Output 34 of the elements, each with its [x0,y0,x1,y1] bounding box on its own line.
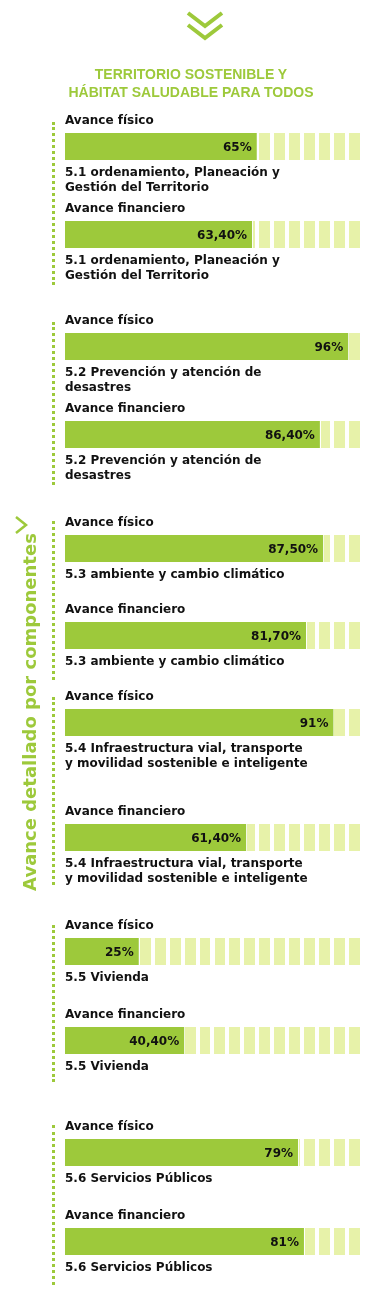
y-axis-title: Avance detallado por componentes [18,533,40,891]
text: Avance financiero [65,602,186,616]
y-tick-label: 5.3 ambiente y cambio climático [65,566,285,581]
data-label: 81,70% [251,628,302,643]
data-label: 79% [264,1145,294,1160]
data-label: 40,40% [129,1033,180,1048]
series-label: Avance físico [65,113,154,127]
text: Avance físico [65,515,154,529]
bar [65,221,253,248]
data-label: 87,50% [268,541,319,556]
y-tick-label: 5.1 ordenamiento, Planeación y Gestión del Territorio [65,164,284,194]
data-label: 91% [299,715,329,730]
data-label: 61,40% [191,830,242,845]
y-tick-label: 5.4 Infraestructura vial, transporte y movilidad sostenible e inteligente [65,740,308,770]
data-label: 25% [105,944,134,959]
text: Avance financiero [65,804,186,818]
text: Avance financiero [65,1208,186,1222]
data-label: 63,40% [197,227,248,242]
series-label: Avance financiero [65,201,186,215]
data-label: 81% [270,1234,299,1249]
text: Avance físico [65,1119,154,1133]
text: Avance financiero [65,401,186,415]
text: Avance financiero [65,1007,186,1021]
chart-title: TERRITORIO SOSTENIBLE Y HÁBITAT SALUDABLE PARA TODOS [68,66,314,100]
data-label: 86,40% [264,427,315,442]
data-label: 96% [314,339,344,354]
text: Avance físico [65,313,154,327]
y-tick-label: 5.5 Vivienda [65,969,149,984]
text: Avance físico [65,689,154,703]
y-tick-label: 5.6 Servicios Públicos [65,1170,213,1185]
y-tick-label: 5.2 Prevención y atención de desastres [65,364,266,394]
data-label: 65% [223,139,252,154]
text: Avance físico [65,918,154,932]
bar [65,1139,299,1166]
